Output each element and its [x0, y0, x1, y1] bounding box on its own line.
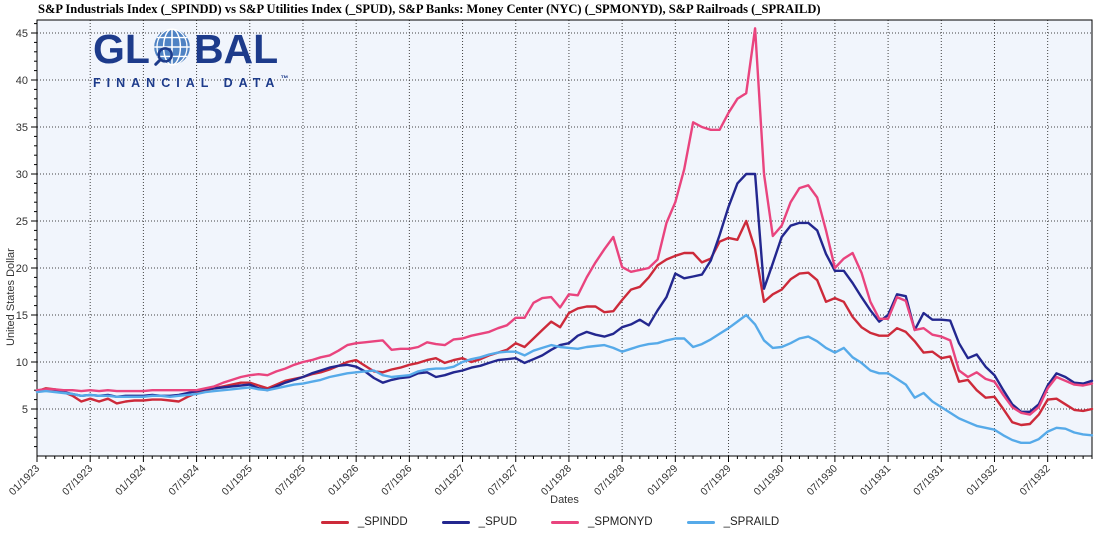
- x-tick-label: 07/1925: [273, 463, 308, 498]
- globe-icon: [151, 26, 193, 75]
- x-tick-label: 01/1928: [539, 463, 574, 498]
- x-tick-label: 07/1929: [698, 463, 733, 498]
- x-tick-label: 01/1927: [432, 463, 467, 498]
- x-tick-label: 07/1932: [1017, 463, 1052, 498]
- x-tick-label: 07/1931: [911, 463, 946, 498]
- y-tick-label: 40: [16, 75, 28, 87]
- y-tick-label: 35: [16, 122, 28, 134]
- x-tick-label: 01/1929: [645, 463, 680, 498]
- x-tick-label: 01/1923: [7, 463, 42, 498]
- y-tick-label: 25: [16, 216, 28, 228]
- legend: _SPINDD _SPUD _SPMONYD _SPRAILD: [0, 516, 1100, 528]
- y-axis-title: United States Dollar: [5, 248, 17, 346]
- x-axis-title: Dates: [550, 494, 579, 506]
- y-tick-label: 45: [16, 28, 28, 40]
- x-tick-label: 01/1931: [858, 463, 893, 498]
- logo-subtitle: FINANCIAL DATA™: [93, 74, 289, 90]
- plot-frame: [36, 19, 1093, 457]
- legend-swatch-spud: [441, 520, 470, 524]
- y-tick-label: 20: [16, 263, 28, 275]
- logo-wordmark: GL BAL: [93, 24, 288, 75]
- x-tick-label: 01/1925: [220, 463, 255, 498]
- legend-label-spraild: _SPRAILD: [723, 516, 780, 528]
- y-tick-label: 10: [16, 357, 28, 369]
- y-tick-label: 5: [22, 404, 28, 416]
- x-tick-label: 01/1932: [964, 463, 999, 498]
- series-line-_SPUD: [35, 172, 1094, 413]
- legend-label-spmonyd: _SPMONYD: [588, 516, 653, 528]
- x-tick-label: 07/1930: [805, 463, 840, 498]
- global-financial-data-logo: GL BAL FINANCIAL DATA™: [93, 24, 288, 90]
- legend-item-spud: _SPUD: [441, 516, 518, 528]
- y-tick-label: 30: [16, 169, 28, 181]
- x-tick-label: 01/1924: [113, 463, 148, 498]
- logo-text-gl: GL: [93, 26, 150, 72]
- x-tick-label: 01/1926: [326, 463, 361, 498]
- series-line-_SPRAILD: [35, 313, 1094, 444]
- x-tick-label: 07/1926: [379, 463, 414, 498]
- legend-swatch-spmonyd: [551, 520, 580, 524]
- legend-swatch-spraild: [686, 520, 715, 524]
- legend-item-spmonyd: _SPMONYD: [551, 516, 653, 528]
- x-tick-label: 07/1927: [486, 463, 521, 498]
- plot-area: [37, 20, 1092, 456]
- chart-title: S&P Industrials Index (_SPINDD) vs S&P U…: [38, 2, 821, 16]
- x-tick-label: 07/1923: [60, 463, 95, 498]
- x-tick-label: 01/1930: [751, 463, 786, 498]
- logo-text-bal: BAL: [193, 26, 279, 72]
- x-tick-label: 07/1928: [592, 463, 627, 498]
- trademark-symbol: ™: [280, 74, 289, 83]
- legend-item-spraild: _SPRAILD: [686, 516, 780, 528]
- legend-label-spud: _SPUD: [478, 516, 518, 528]
- legend-item-spindd: _SPINDD: [320, 516, 408, 528]
- y-tick-label: 15: [16, 310, 28, 322]
- x-tick-label: 07/1924: [166, 463, 201, 498]
- legend-label-spindd: _SPINDD: [357, 516, 408, 528]
- series-line-_SPMONYD: [35, 27, 1094, 416]
- legend-swatch-spindd: [320, 520, 349, 524]
